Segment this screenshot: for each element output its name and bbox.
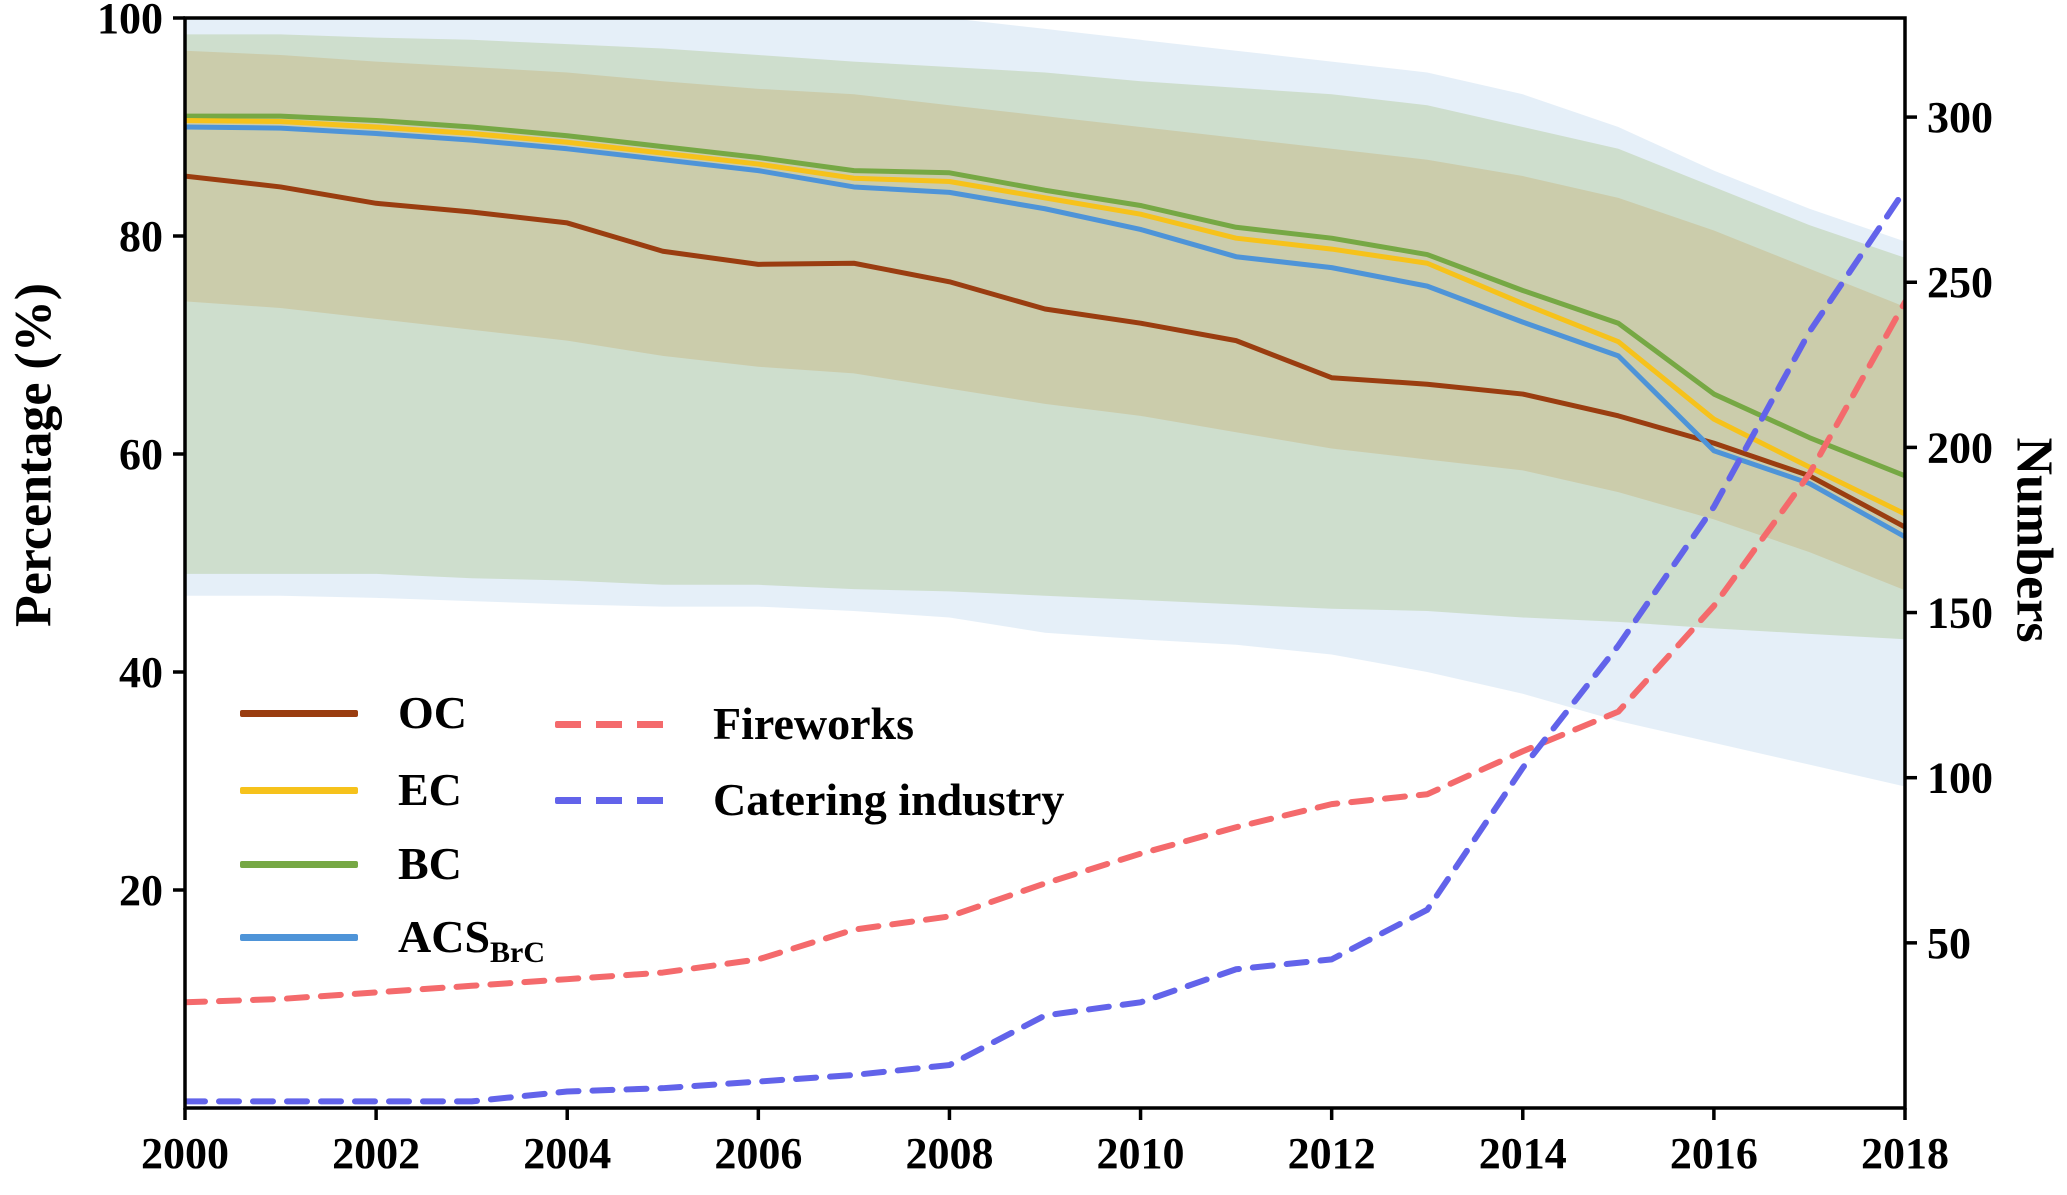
band-BC_EC_uncertainty: [185, 34, 1905, 640]
x-tick-label: 2002: [332, 1129, 420, 1178]
x-tick-label: 2010: [1097, 1129, 1185, 1178]
x-tick-label: 2016: [1670, 1129, 1758, 1178]
series-line-fireworks: [185, 299, 1905, 1006]
y-axis-label-right: Numbers: [2005, 437, 2063, 643]
y-right-tick-label: 200: [1927, 423, 1993, 472]
y-left-tick-label: 80: [119, 212, 163, 261]
y-left-tick-label: 20: [119, 866, 163, 915]
band-OC_uncertainty: [185, 50, 1905, 591]
y-right-tick-label: 150: [1927, 589, 1993, 638]
x-tick-label: 2004: [523, 1129, 611, 1178]
y-left-tick-label: 40: [119, 648, 163, 697]
x-tick-label: 2006: [714, 1129, 802, 1178]
axis-tick-labels: 2000 2002 2004 2006 2008 2010 2012 2014 2016 2018…: [97, 0, 1993, 1178]
x-tick-label: 2014: [1479, 1129, 1567, 1178]
x-tick-label: 2018: [1861, 1129, 1949, 1178]
x-tick-label: 2000: [141, 1129, 229, 1178]
series-line-catering-industry: [185, 186, 1905, 1105]
plot-area: [185, 18, 1905, 1105]
band-ACS_BrC_uncertainty: [185, 18, 1905, 787]
y-right-tick-label: 300: [1927, 93, 1993, 142]
y-right-tick-label: 250: [1927, 258, 1993, 307]
axis-ticks: [173, 16, 1917, 1120]
series-line-acs_brc: [185, 124, 1905, 540]
y-axis-label-left: Percentage (%): [5, 282, 63, 628]
y-left-tick-label: 100: [97, 0, 163, 43]
y-left-tick-label: 60: [119, 430, 163, 479]
series-line-bc: [185, 113, 1905, 479]
y-right-tick-label: 50: [1927, 919, 1971, 968]
series-line-oc: [185, 173, 1905, 530]
x-tick-label: 2008: [905, 1129, 993, 1178]
series-line-ec: [185, 117, 1905, 517]
y-right-tick-label: 100: [1927, 754, 1993, 803]
x-tick-label: 2012: [1288, 1129, 1376, 1178]
plot-frame: [183, 16, 1907, 1110]
